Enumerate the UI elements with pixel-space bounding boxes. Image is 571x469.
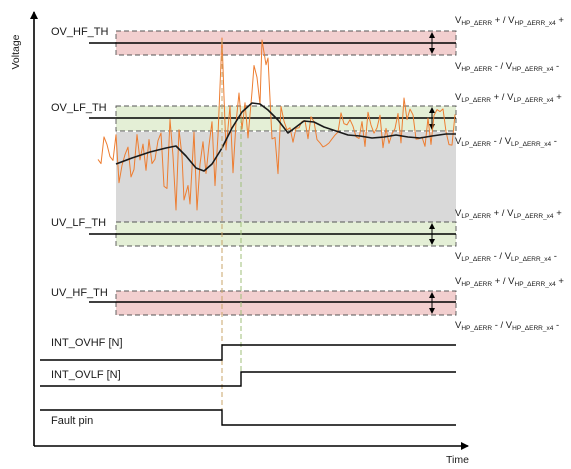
fault-pin-waveform: [40, 409, 456, 426]
ov-lf-upper-error-label: VLP_ΔERR + / VLP_ΔERR_x4 +: [455, 92, 562, 104]
uv-lf-label: UV_LF_TH: [51, 217, 106, 229]
ov-lf-label: OV_LF_TH: [51, 102, 107, 114]
ov-lf-lower-error-label: VLP_ΔERR - / VLP_ΔERR_x4 -: [455, 136, 557, 148]
fault-pin-label: Fault pin: [51, 415, 93, 427]
int-ovlf-waveform: [40, 371, 456, 387]
uv-hf-label: UV_HF_TH: [51, 287, 108, 299]
uv-hf-upper-error-label: VHP_ΔERR + / VHP_ΔERR_x4 +: [455, 276, 564, 288]
ov-hf-upper-error-label: VHP_ΔERR + / VHP_ΔERR_x4 +: [455, 15, 564, 27]
noisy-signal-trace: [97, 37, 456, 211]
filtered-signal-trace: [115, 102, 456, 172]
uv-hf-band: [115, 290, 457, 316]
ov-hf-label: OV_HF_TH: [51, 26, 109, 38]
uv-lf-lower-error-label: VLP_ΔERR - / VLP_ΔERR_x4 -: [455, 251, 557, 263]
int-ovlf-label: INT_OVLF [N]: [51, 369, 121, 381]
x-axis-label: Time: [446, 454, 469, 466]
int-ovhf-waveform: [40, 344, 456, 361]
uv-lf-upper-error-label: VLP_ΔERR + / VLP_ΔERR_x4 +: [455, 208, 562, 220]
uv-hf-lower-error-label: VHP_ΔERR - / VHP_ΔERR_x4 -: [455, 320, 559, 332]
int-ovhf-label: INT_OVHF [N]: [51, 337, 123, 349]
ov-hf-lower-error-label: VHP_ΔERR - / VHP_ΔERR_x4 -: [455, 61, 559, 73]
y-axis-label: Voltage: [10, 34, 22, 69]
